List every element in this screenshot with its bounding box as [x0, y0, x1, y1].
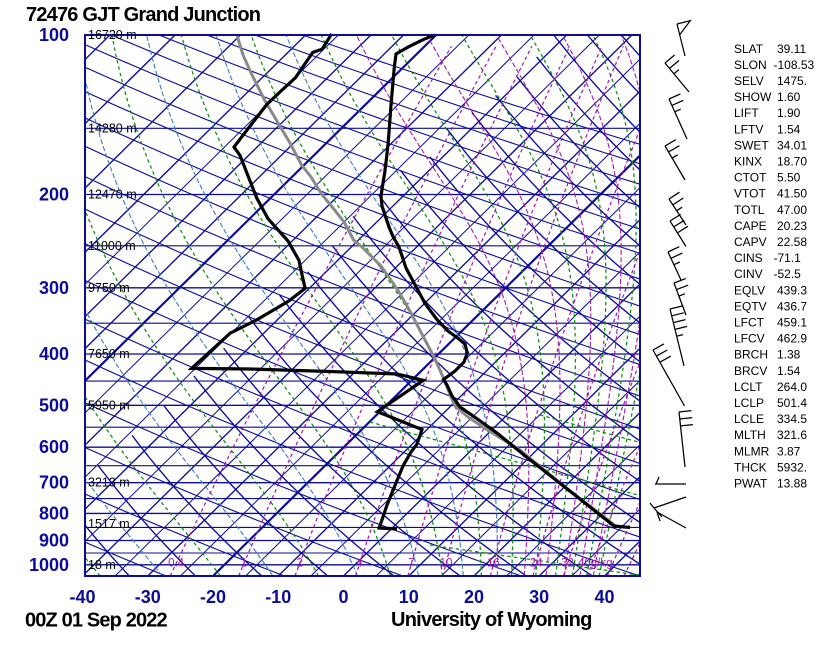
svg-text:900: 900 [39, 531, 69, 551]
svg-text:41.50: 41.50 [777, 187, 807, 201]
svg-text:1475.: 1475. [777, 74, 807, 88]
svg-text:7650 m: 7650 m [88, 347, 130, 361]
svg-text:LFTV: LFTV [734, 122, 763, 136]
svg-text:00Z 01 Sep 2022: 00Z 01 Sep 2022 [25, 609, 168, 631]
svg-text:SLON: SLON [734, 58, 767, 72]
svg-text:SWET: SWET [734, 138, 769, 152]
svg-text:-108.53: -108.53 [774, 58, 815, 72]
svg-text:CINS: CINS [734, 251, 763, 265]
svg-text:LCLE: LCLE [734, 412, 764, 426]
svg-text:40g/kg: 40g/kg [578, 558, 613, 570]
svg-text:THCK: THCK [734, 460, 767, 474]
svg-text:5.50: 5.50 [777, 171, 801, 185]
svg-text:20.23: 20.23 [777, 219, 807, 233]
svg-text:1.54: 1.54 [777, 122, 801, 136]
svg-text:CAPE: CAPE [734, 219, 767, 233]
svg-text:11000 m: 11000 m [88, 239, 136, 253]
svg-text:SLAT: SLAT [734, 42, 764, 56]
svg-text:700: 700 [39, 473, 69, 493]
svg-text:800: 800 [39, 503, 69, 523]
svg-text:-10: -10 [265, 587, 291, 607]
svg-text:436.7: 436.7 [777, 299, 807, 313]
svg-text:-40: -40 [69, 587, 95, 607]
svg-text:16720 m: 16720 m [88, 28, 137, 42]
svg-text:VTOT: VTOT [734, 187, 766, 201]
svg-text:1.60: 1.60 [777, 90, 801, 104]
svg-text:5932.: 5932. [777, 460, 807, 474]
svg-text:10: 10 [399, 587, 419, 607]
svg-text:0: 0 [338, 587, 348, 607]
svg-text:200: 200 [39, 185, 69, 205]
svg-text:72476 GJT Grand Junction: 72476 GJT Grand Junction [26, 4, 260, 26]
svg-text:264.0: 264.0 [777, 380, 807, 394]
svg-text:18 m: 18 m [88, 558, 116, 572]
svg-text:7: 7 [408, 558, 414, 570]
svg-text:400: 400 [39, 344, 69, 364]
svg-text:BRCH: BRCH [734, 348, 768, 362]
svg-text:BRCV: BRCV [734, 364, 767, 378]
svg-text:100: 100 [39, 25, 69, 45]
svg-text:600: 600 [39, 437, 69, 457]
svg-text:University of Wyoming: University of Wyoming [391, 609, 592, 631]
svg-text:500: 500 [39, 395, 69, 415]
svg-text:-71.1: -71.1 [774, 251, 802, 265]
svg-text:321.6: 321.6 [777, 428, 807, 442]
svg-text:12470 m: 12470 m [88, 188, 137, 202]
svg-text:PWAT: PWAT [734, 477, 768, 491]
svg-text:4: 4 [356, 558, 363, 570]
svg-text:LIFT: LIFT [734, 106, 759, 120]
svg-text:20: 20 [464, 587, 484, 607]
svg-text:3.87: 3.87 [777, 444, 801, 458]
svg-text:LFCT: LFCT [734, 316, 765, 330]
svg-text:14280 m: 14280 m [88, 121, 137, 135]
svg-text:1.38: 1.38 [777, 348, 801, 362]
svg-text:16: 16 [487, 558, 500, 570]
svg-text:501.4: 501.4 [777, 396, 807, 410]
svg-text:3213 m: 3213 m [88, 476, 130, 490]
svg-text:EQTV: EQTV [734, 299, 767, 313]
svg-text:5950 m: 5950 m [88, 398, 130, 412]
svg-text:CAPV: CAPV [734, 235, 767, 249]
svg-text:24: 24 [530, 558, 543, 570]
svg-text:-52.5: -52.5 [774, 267, 802, 281]
svg-text:30: 30 [529, 587, 549, 607]
svg-text:1.90: 1.90 [777, 106, 801, 120]
svg-text:22.58: 22.58 [777, 235, 807, 249]
svg-text:MLTH: MLTH [734, 428, 766, 442]
svg-text:34.01: 34.01 [777, 138, 807, 152]
svg-text:1.54: 1.54 [777, 364, 801, 378]
svg-text:1000: 1000 [29, 555, 69, 575]
svg-text:-30: -30 [135, 587, 161, 607]
svg-text:LFCV: LFCV [734, 332, 765, 346]
svg-text:13.88: 13.88 [777, 477, 807, 491]
svg-text:2: 2 [296, 558, 302, 570]
svg-text:459.1: 459.1 [777, 316, 807, 330]
svg-text:0.4: 0.4 [168, 558, 185, 570]
svg-text:1517 m: 1517 m [88, 517, 130, 531]
svg-text:10: 10 [440, 558, 453, 570]
svg-text:18.70: 18.70 [777, 155, 807, 169]
svg-text:SHOW: SHOW [734, 90, 772, 104]
svg-text:CTOT: CTOT [734, 171, 767, 185]
svg-text:300: 300 [39, 278, 69, 298]
svg-text:462.9: 462.9 [777, 332, 807, 346]
svg-text:439.3: 439.3 [777, 283, 807, 297]
svg-text:LCLP: LCLP [734, 396, 764, 410]
svg-text:CINV: CINV [734, 267, 763, 281]
svg-text:LCLT: LCLT [734, 380, 763, 394]
svg-text:KINX: KINX [734, 155, 762, 169]
svg-text:SELV: SELV [734, 74, 764, 88]
svg-text:40: 40 [594, 587, 614, 607]
svg-text:1: 1 [241, 558, 247, 570]
svg-text:47.00: 47.00 [777, 203, 807, 217]
svg-text:39.11: 39.11 [777, 42, 806, 56]
svg-text:MLMR: MLMR [734, 444, 770, 458]
svg-text:-20: -20 [200, 587, 226, 607]
svg-text:TOTL: TOTL [734, 203, 765, 217]
svg-text:32: 32 [561, 558, 574, 570]
svg-text:EQLV: EQLV [734, 283, 765, 297]
svg-text:334.5: 334.5 [777, 412, 807, 426]
svg-text:9750 m: 9750 m [88, 281, 130, 295]
